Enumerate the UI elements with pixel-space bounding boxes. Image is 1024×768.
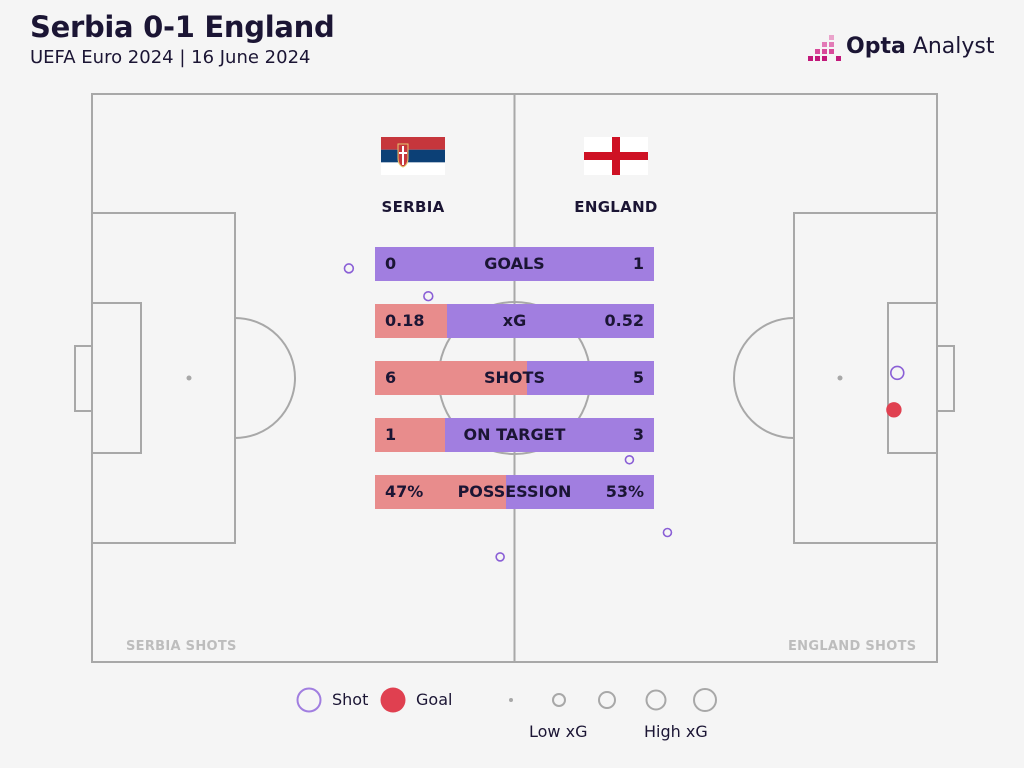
stat-home-fill xyxy=(375,475,507,509)
shot-point-serbia-0 xyxy=(343,263,355,274)
away-team-name: ENGLAND xyxy=(574,198,658,216)
stat-bar-on-target: 1 ON TARGET 3 xyxy=(375,418,654,452)
stat-away-value: 0.52 xyxy=(604,311,644,330)
shot-legend-label: Shot xyxy=(332,690,369,709)
xg-size-1-icon xyxy=(509,698,513,702)
stat-home-value: 0.18 xyxy=(385,311,425,330)
high-xg-label: High xG xyxy=(644,722,708,741)
right-goal xyxy=(936,345,955,412)
goal-legend-icon xyxy=(380,687,406,713)
right-penalty-spot xyxy=(837,375,843,381)
brand-light: Analyst xyxy=(912,34,995,59)
shot-legend-icon xyxy=(296,687,322,713)
stat-bar-goals: 0 GOALS 1 xyxy=(375,247,654,281)
xg-size-3-icon xyxy=(598,691,616,709)
stat-label: SHOTS xyxy=(484,368,545,387)
stat-home-fill xyxy=(375,418,445,452)
stat-home-value: 6 xyxy=(385,368,397,387)
right-penalty-box xyxy=(793,212,938,544)
stat-away-value: 3 xyxy=(632,425,644,444)
home-shots-zone-label: SERBIA SHOTS xyxy=(126,639,237,654)
stat-home-value: 47% xyxy=(385,482,424,501)
stat-away-value: 5 xyxy=(632,368,644,387)
right-six-yard-box xyxy=(887,302,938,454)
right-penalty-arc xyxy=(733,317,795,439)
left-penalty-spot xyxy=(186,375,192,381)
page-subtitle: UEFA Euro 2024 | 16 June 2024 xyxy=(30,47,311,68)
left-six-yard-box xyxy=(91,302,142,454)
stat-label: GOALS xyxy=(484,254,545,273)
opta-logo-icon xyxy=(808,35,841,61)
stat-label: xG xyxy=(502,311,527,330)
stat-label: ON TARGET xyxy=(463,425,566,444)
stat-home-value: 0 xyxy=(385,254,397,273)
brand-bold: Opta xyxy=(846,34,906,59)
shot-point-serbia-5 xyxy=(495,552,505,562)
shot-point-serbia-1 xyxy=(423,290,434,302)
stat-bar-shots: 6 SHOTS 5 xyxy=(375,361,654,395)
page-title: Serbia 0-1 England xyxy=(30,10,335,44)
left-goal xyxy=(74,345,93,412)
home-team-name: SERBIA xyxy=(381,198,445,216)
stat-bar-xg: 0.18 xG 0.52 xyxy=(375,304,654,338)
stat-bar-possession: 47% POSSESSION 53% xyxy=(375,475,654,509)
xg-size-2-icon xyxy=(552,693,566,707)
shot-point-england-2 xyxy=(624,454,635,465)
legend-icons xyxy=(296,687,717,713)
stat-home-fill xyxy=(375,361,528,395)
england-flag-icon xyxy=(584,137,648,175)
brand-logo: Opta Analyst xyxy=(808,32,995,64)
low-xg-label: Low xG xyxy=(529,722,588,741)
xg-size-4-icon xyxy=(645,689,667,711)
serbia-flag-icon xyxy=(381,137,445,175)
xg-size-5-icon xyxy=(693,688,717,712)
stat-home-fill xyxy=(375,304,447,338)
away-shots-zone-label: ENGLAND SHOTS xyxy=(788,639,917,654)
goal-point-england-1 xyxy=(886,402,902,418)
left-penalty-arc xyxy=(234,317,296,439)
stat-label: POSSESSION xyxy=(457,482,572,501)
stat-home-value: 1 xyxy=(385,425,397,444)
shot-point-england-4 xyxy=(662,527,673,538)
shot-point-england-0 xyxy=(890,365,905,381)
stat-away-value: 53% xyxy=(605,482,644,501)
stat-away-value: 1 xyxy=(632,254,644,273)
goal-legend-label: Goal xyxy=(416,690,453,709)
left-penalty-box xyxy=(91,212,236,544)
